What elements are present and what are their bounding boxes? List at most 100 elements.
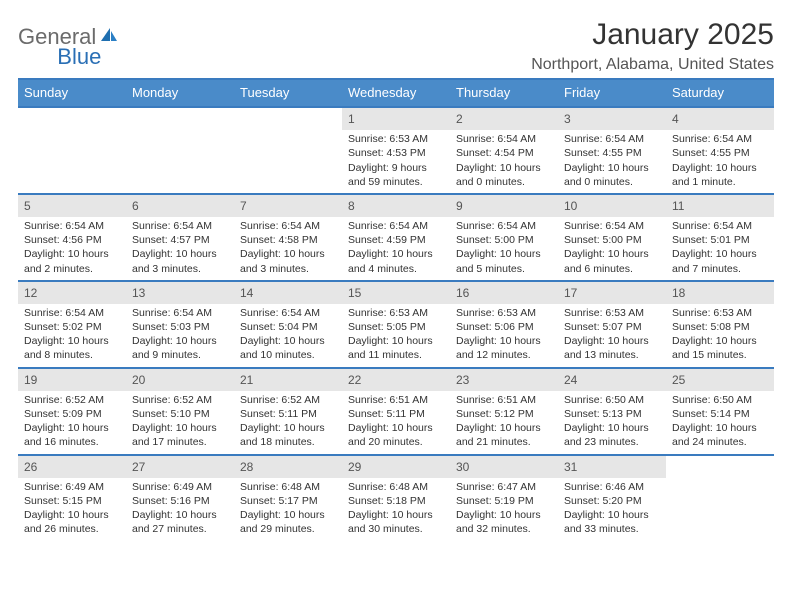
day-number: 29 — [342, 456, 450, 478]
day-body: Sunrise: 6:54 AMSunset: 4:56 PMDaylight:… — [18, 217, 126, 280]
day-body: Sunrise: 6:54 AMSunset: 5:00 PMDaylight:… — [558, 217, 666, 280]
day-body: Sunrise: 6:51 AMSunset: 5:11 PMDaylight:… — [342, 391, 450, 454]
week-row: 12Sunrise: 6:54 AMSunset: 5:02 PMDayligh… — [18, 280, 774, 367]
sail-icon — [99, 26, 119, 49]
daylight-text: Daylight: 10 hours and 32 minutes. — [456, 508, 552, 536]
day-body: Sunrise: 6:53 AMSunset: 4:53 PMDaylight:… — [342, 130, 450, 193]
daylight-text: Daylight: 10 hours and 26 minutes. — [24, 508, 120, 536]
day-cell: 2Sunrise: 6:54 AMSunset: 4:54 PMDaylight… — [450, 108, 558, 193]
day-body: Sunrise: 6:46 AMSunset: 5:20 PMDaylight:… — [558, 478, 666, 541]
sunrise-text: Sunrise: 6:50 AM — [672, 393, 768, 407]
dow-wednesday: Wednesday — [342, 80, 450, 106]
day-number: 10 — [558, 195, 666, 217]
day-cell: 16Sunrise: 6:53 AMSunset: 5:06 PMDayligh… — [450, 282, 558, 367]
day-body: Sunrise: 6:48 AMSunset: 5:18 PMDaylight:… — [342, 478, 450, 541]
daylight-text: Daylight: 10 hours and 10 minutes. — [240, 334, 336, 362]
sunrise-text: Sunrise: 6:54 AM — [456, 219, 552, 233]
sunrise-text: Sunrise: 6:51 AM — [348, 393, 444, 407]
daylight-text: Daylight: 10 hours and 18 minutes. — [240, 421, 336, 449]
daylight-text: Daylight: 10 hours and 3 minutes. — [132, 247, 228, 275]
day-cell — [666, 456, 774, 541]
sunrise-text: Sunrise: 6:52 AM — [132, 393, 228, 407]
day-cell: 9Sunrise: 6:54 AMSunset: 5:00 PMDaylight… — [450, 195, 558, 280]
sunrise-text: Sunrise: 6:54 AM — [24, 306, 120, 320]
day-number: 18 — [666, 282, 774, 304]
daylight-text: Daylight: 10 hours and 12 minutes. — [456, 334, 552, 362]
day-cell: 8Sunrise: 6:54 AMSunset: 4:59 PMDaylight… — [342, 195, 450, 280]
dow-saturday: Saturday — [666, 80, 774, 106]
day-number: 12 — [18, 282, 126, 304]
week-row: 26Sunrise: 6:49 AMSunset: 5:15 PMDayligh… — [18, 454, 774, 541]
sunset-text: Sunset: 4:58 PM — [240, 233, 336, 247]
day-body: Sunrise: 6:50 AMSunset: 5:13 PMDaylight:… — [558, 391, 666, 454]
day-number: 17 — [558, 282, 666, 304]
daylight-text: Daylight: 10 hours and 27 minutes. — [132, 508, 228, 536]
daylight-text: Daylight: 10 hours and 29 minutes. — [240, 508, 336, 536]
daylight-text: Daylight: 10 hours and 6 minutes. — [564, 247, 660, 275]
title-block: January 2025 Northport, Alabama, United … — [531, 18, 774, 74]
logo: General Blue — [18, 24, 147, 50]
sunrise-text: Sunrise: 6:54 AM — [672, 219, 768, 233]
sunset-text: Sunset: 5:06 PM — [456, 320, 552, 334]
sunset-text: Sunset: 5:05 PM — [348, 320, 444, 334]
daylight-text: Daylight: 10 hours and 5 minutes. — [456, 247, 552, 275]
daylight-text: Daylight: 10 hours and 17 minutes. — [132, 421, 228, 449]
day-number: 4 — [666, 108, 774, 130]
day-number: 23 — [450, 369, 558, 391]
day-body: Sunrise: 6:54 AMSunset: 4:55 PMDaylight:… — [558, 130, 666, 193]
sunset-text: Sunset: 5:15 PM — [24, 494, 120, 508]
day-cell: 12Sunrise: 6:54 AMSunset: 5:02 PMDayligh… — [18, 282, 126, 367]
day-cell: 10Sunrise: 6:54 AMSunset: 5:00 PMDayligh… — [558, 195, 666, 280]
day-number: 26 — [18, 456, 126, 478]
day-cell: 29Sunrise: 6:48 AMSunset: 5:18 PMDayligh… — [342, 456, 450, 541]
daylight-text: Daylight: 10 hours and 9 minutes. — [132, 334, 228, 362]
daylight-text: Daylight: 10 hours and 16 minutes. — [24, 421, 120, 449]
day-body: Sunrise: 6:53 AMSunset: 5:05 PMDaylight:… — [342, 304, 450, 367]
day-cell: 27Sunrise: 6:49 AMSunset: 5:16 PMDayligh… — [126, 456, 234, 541]
day-cell: 6Sunrise: 6:54 AMSunset: 4:57 PMDaylight… — [126, 195, 234, 280]
day-number: 21 — [234, 369, 342, 391]
sunrise-text: Sunrise: 6:50 AM — [564, 393, 660, 407]
day-cell: 26Sunrise: 6:49 AMSunset: 5:15 PMDayligh… — [18, 456, 126, 541]
sunrise-text: Sunrise: 6:54 AM — [564, 219, 660, 233]
day-number: 13 — [126, 282, 234, 304]
day-number: 24 — [558, 369, 666, 391]
sunset-text: Sunset: 5:10 PM — [132, 407, 228, 421]
sunrise-text: Sunrise: 6:54 AM — [564, 132, 660, 146]
day-body: Sunrise: 6:54 AMSunset: 5:03 PMDaylight:… — [126, 304, 234, 367]
daylight-text: Daylight: 10 hours and 3 minutes. — [240, 247, 336, 275]
day-cell: 4Sunrise: 6:54 AMSunset: 4:55 PMDaylight… — [666, 108, 774, 193]
daylight-text: Daylight: 10 hours and 0 minutes. — [564, 161, 660, 189]
day-number: 7 — [234, 195, 342, 217]
week-row: 19Sunrise: 6:52 AMSunset: 5:09 PMDayligh… — [18, 367, 774, 454]
weeks-container: 1Sunrise: 6:53 AMSunset: 4:53 PMDaylight… — [18, 106, 774, 540]
daylight-text: Daylight: 10 hours and 30 minutes. — [348, 508, 444, 536]
day-number: 5 — [18, 195, 126, 217]
day-cell: 15Sunrise: 6:53 AMSunset: 5:05 PMDayligh… — [342, 282, 450, 367]
sunrise-text: Sunrise: 6:54 AM — [348, 219, 444, 233]
sunset-text: Sunset: 4:55 PM — [564, 146, 660, 160]
day-body: Sunrise: 6:54 AMSunset: 4:57 PMDaylight:… — [126, 217, 234, 280]
month-title: January 2025 — [531, 18, 774, 52]
dow-sunday: Sunday — [18, 80, 126, 106]
sunset-text: Sunset: 5:01 PM — [672, 233, 768, 247]
sunset-text: Sunset: 4:59 PM — [348, 233, 444, 247]
day-body: Sunrise: 6:53 AMSunset: 5:06 PMDaylight:… — [450, 304, 558, 367]
sunset-text: Sunset: 5:11 PM — [348, 407, 444, 421]
dow-tuesday: Tuesday — [234, 80, 342, 106]
day-cell: 7Sunrise: 6:54 AMSunset: 4:58 PMDaylight… — [234, 195, 342, 280]
sunrise-text: Sunrise: 6:53 AM — [456, 306, 552, 320]
sunset-text: Sunset: 5:04 PM — [240, 320, 336, 334]
day-body: Sunrise: 6:54 AMSunset: 4:54 PMDaylight:… — [450, 130, 558, 193]
dow-thursday: Thursday — [450, 80, 558, 106]
day-cell: 18Sunrise: 6:53 AMSunset: 5:08 PMDayligh… — [666, 282, 774, 367]
sunset-text: Sunset: 5:17 PM — [240, 494, 336, 508]
day-cell: 21Sunrise: 6:52 AMSunset: 5:11 PMDayligh… — [234, 369, 342, 454]
sunrise-text: Sunrise: 6:53 AM — [348, 132, 444, 146]
sunrise-text: Sunrise: 6:48 AM — [348, 480, 444, 494]
sunset-text: Sunset: 4:53 PM — [348, 146, 444, 160]
day-body: Sunrise: 6:47 AMSunset: 5:19 PMDaylight:… — [450, 478, 558, 541]
sunrise-text: Sunrise: 6:53 AM — [348, 306, 444, 320]
daylight-text: Daylight: 10 hours and 11 minutes. — [348, 334, 444, 362]
calendar: SundayMondayTuesdayWednesdayThursdayFrid… — [18, 78, 774, 540]
